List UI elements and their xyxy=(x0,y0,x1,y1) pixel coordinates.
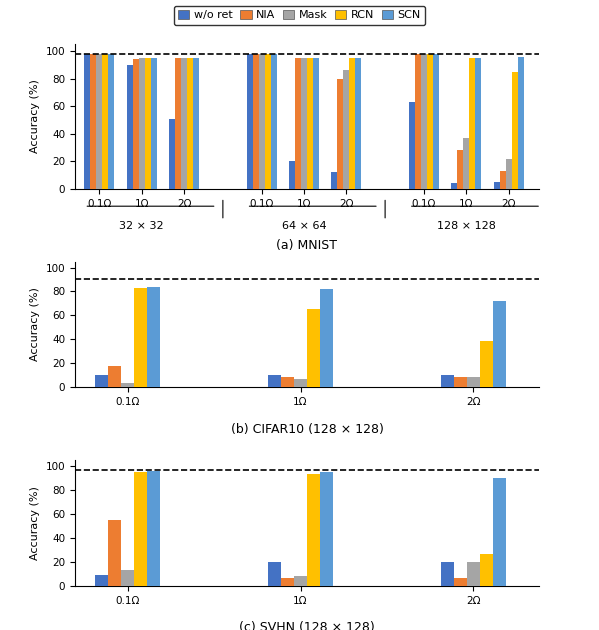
Bar xyxy=(441,562,454,586)
Y-axis label: Accuracy (%): Accuracy (%) xyxy=(30,486,40,560)
Bar xyxy=(415,54,421,189)
Bar xyxy=(307,58,313,189)
Bar xyxy=(102,54,108,189)
Bar xyxy=(457,150,463,189)
Bar xyxy=(331,172,337,189)
Bar xyxy=(145,58,151,189)
Bar xyxy=(253,54,259,189)
Text: (c) SVHN (128 × 128): (c) SVHN (128 × 128) xyxy=(239,621,375,630)
Bar xyxy=(147,287,160,387)
Bar xyxy=(320,472,333,586)
Bar xyxy=(349,58,355,189)
Bar xyxy=(108,54,114,189)
Bar xyxy=(454,578,467,586)
Text: 128 × 128: 128 × 128 xyxy=(437,220,495,231)
Bar xyxy=(294,576,307,586)
Bar xyxy=(289,161,295,189)
Bar xyxy=(268,375,281,387)
Bar xyxy=(95,375,108,387)
Bar xyxy=(492,478,506,586)
Y-axis label: Accuracy (%): Accuracy (%) xyxy=(30,287,40,362)
Bar xyxy=(307,474,320,586)
Bar xyxy=(494,182,500,189)
Bar xyxy=(492,301,506,387)
Bar xyxy=(121,382,134,387)
Bar xyxy=(96,54,102,189)
Bar xyxy=(176,58,181,189)
Bar xyxy=(193,58,199,189)
Y-axis label: Accuracy (%): Accuracy (%) xyxy=(30,79,40,153)
Bar xyxy=(90,54,96,189)
Bar xyxy=(121,570,134,586)
Bar xyxy=(301,58,307,189)
Bar xyxy=(247,54,253,189)
Bar xyxy=(441,375,454,387)
Bar xyxy=(451,183,457,189)
Bar xyxy=(427,54,433,189)
Bar xyxy=(454,377,467,387)
Bar xyxy=(320,289,333,387)
Bar xyxy=(469,58,475,189)
Bar xyxy=(134,472,147,586)
Bar xyxy=(108,366,121,387)
Bar xyxy=(500,171,506,189)
Bar xyxy=(421,54,427,189)
Bar xyxy=(307,309,320,387)
Bar xyxy=(467,377,480,387)
Bar xyxy=(294,379,307,387)
Bar xyxy=(281,377,294,387)
Bar xyxy=(95,575,108,586)
Bar xyxy=(108,520,121,586)
Bar xyxy=(265,54,271,189)
Bar xyxy=(127,65,133,189)
Bar xyxy=(259,54,265,189)
Bar xyxy=(518,57,524,189)
Bar xyxy=(271,54,277,189)
Text: (a) MNIST: (a) MNIST xyxy=(277,239,337,253)
Bar xyxy=(151,58,157,189)
Bar xyxy=(268,562,281,586)
Bar xyxy=(506,159,512,189)
Bar xyxy=(281,578,294,586)
Bar xyxy=(480,554,492,586)
Bar xyxy=(480,341,492,387)
Bar xyxy=(133,59,139,189)
Bar xyxy=(187,58,193,189)
Bar xyxy=(355,58,361,189)
Text: (b) CIFAR10 (128 × 128): (b) CIFAR10 (128 × 128) xyxy=(231,423,383,435)
Bar xyxy=(343,71,349,189)
Bar xyxy=(313,58,319,189)
Bar xyxy=(181,58,187,189)
Bar xyxy=(134,288,147,387)
Bar xyxy=(170,118,176,189)
Bar xyxy=(512,72,518,189)
Bar xyxy=(432,54,438,189)
Bar xyxy=(337,79,343,189)
Bar xyxy=(475,58,481,189)
Bar xyxy=(139,58,145,189)
Bar xyxy=(295,58,301,189)
Bar xyxy=(84,54,90,189)
Bar xyxy=(409,102,415,189)
Text: 32 × 32: 32 × 32 xyxy=(119,220,164,231)
Text: 64 × 64: 64 × 64 xyxy=(282,220,326,231)
Bar xyxy=(463,138,469,189)
Bar xyxy=(467,562,480,586)
Legend: w/o ret, NIA, Mask, RCN, SCN: w/o ret, NIA, Mask, RCN, SCN xyxy=(174,6,425,25)
Bar xyxy=(147,471,160,586)
